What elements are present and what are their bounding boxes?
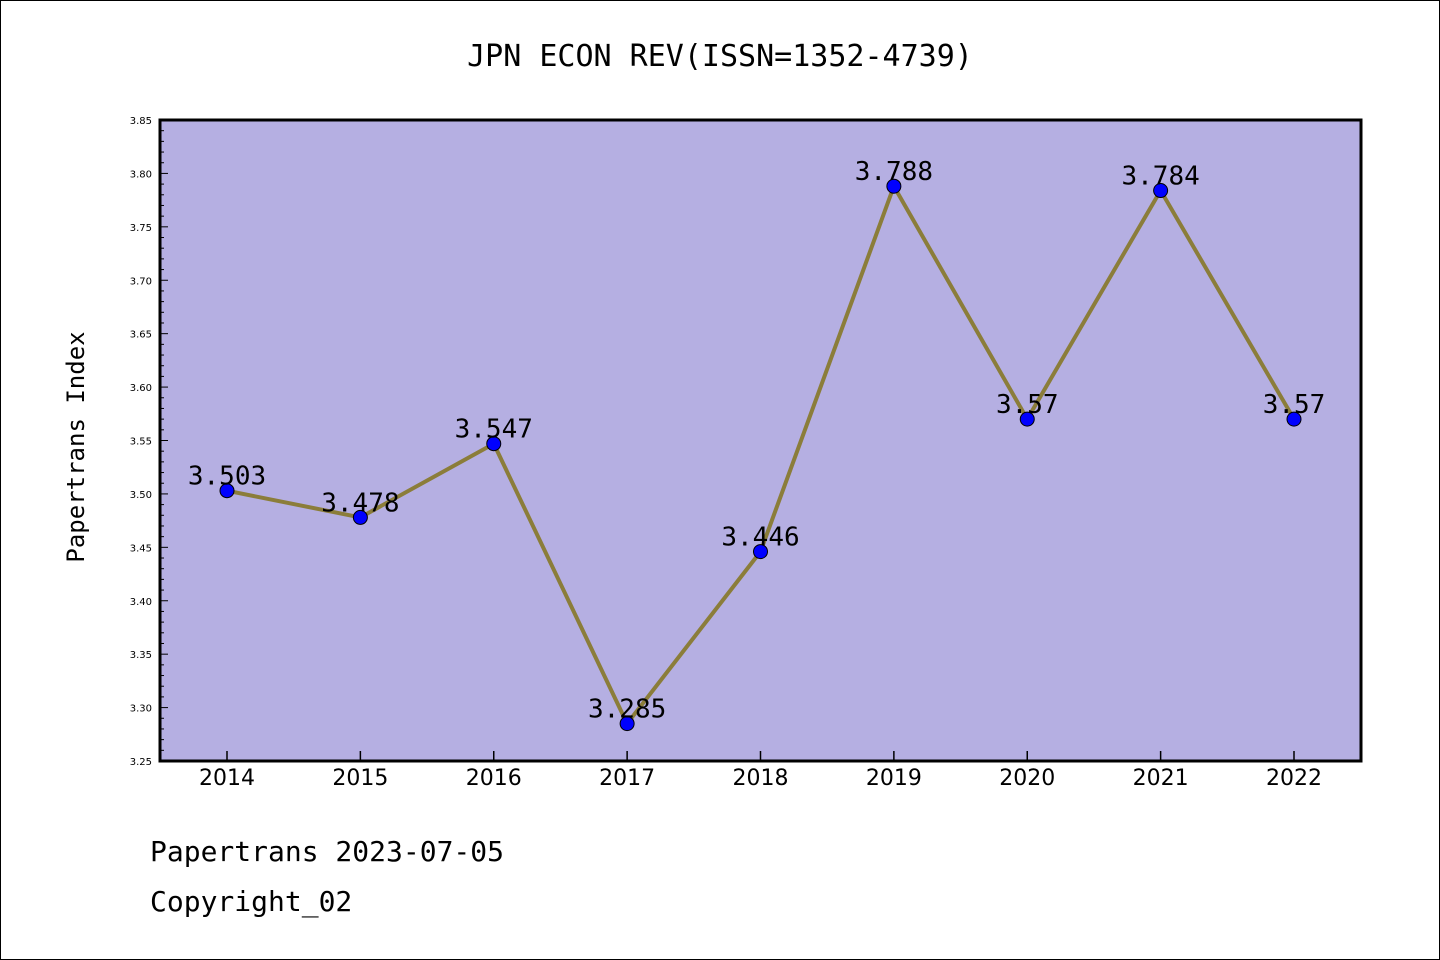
y-axis: 3.25 3.30 3.35 3.40 3.45 3.50 3.55 3.60 3.65 3.70… — [130, 116, 168, 768]
footer-date: Papertrans 2023-07-05 — [150, 835, 505, 868]
x-tick-label: 2022 — [1266, 766, 1322, 791]
y-tick-label: 3.75 — [130, 223, 152, 234]
data-label: 3.547 — [455, 415, 533, 445]
data-labels: 3.503 3.478 3.547 3.285 3.446 3.788 3.57 3.784 3… — [188, 157, 1325, 724]
data-label: 3.57 — [1263, 390, 1326, 420]
y-tick-label: 3.60 — [130, 383, 152, 394]
data-point — [486, 436, 502, 452]
y-tick-label: 3.50 — [130, 490, 152, 501]
data-point — [753, 544, 768, 560]
data-label: 3.446 — [721, 523, 799, 553]
data-label: 3.285 — [588, 695, 666, 725]
data-label: 3.503 — [188, 462, 266, 492]
x-axis: 2014 2015 2016 2017 2018 2019 2020 2021 2022 — [199, 751, 1322, 791]
y-tick-label: 3.70 — [130, 276, 152, 287]
y-tick-label: 3.80 — [130, 169, 152, 180]
x-tick-label: 2021 — [1133, 766, 1189, 791]
y-tick-label: 3.25 — [130, 757, 152, 768]
x-tick-label: 2018 — [733, 766, 789, 791]
y-tick-label: 3.30 — [130, 704, 152, 715]
x-tick-label: 2020 — [999, 766, 1055, 791]
data-point — [886, 178, 902, 194]
x-tick-label: 2019 — [866, 766, 922, 791]
data-point — [219, 483, 235, 499]
data-label: 3.478 — [321, 488, 399, 518]
y-tick-label: 3.85 — [130, 116, 152, 127]
y-axis-label: Papertrans Index — [62, 331, 90, 562]
data-point — [619, 716, 635, 732]
data-point — [1286, 411, 1302, 427]
x-tick-label: 2017 — [599, 766, 655, 791]
data-point — [1153, 183, 1169, 199]
data-point — [352, 509, 368, 525]
x-tick-label: 2014 — [199, 766, 255, 791]
chart-title: JPN ECON REV(ISSN=1352-4739) — [467, 39, 973, 74]
data-label: 3.57 — [996, 390, 1059, 420]
x-tick-label: 2015 — [332, 766, 388, 791]
y-tick-label: 3.40 — [130, 597, 152, 608]
plot-area — [158, 118, 1363, 763]
x-tick-label: 2016 — [466, 766, 522, 791]
data-label: 3.788 — [855, 157, 933, 187]
footer-copyright: Copyright_02 — [150, 885, 353, 918]
y-tick-label: 3.35 — [130, 650, 152, 661]
y-tick-label: 3.55 — [130, 437, 152, 448]
y-tick-label: 3.45 — [130, 543, 152, 554]
series-line-group — [219, 178, 1302, 732]
y-tick-label: 3.65 — [130, 330, 152, 341]
data-point — [1019, 411, 1035, 427]
data-label: 3.784 — [1121, 162, 1199, 192]
